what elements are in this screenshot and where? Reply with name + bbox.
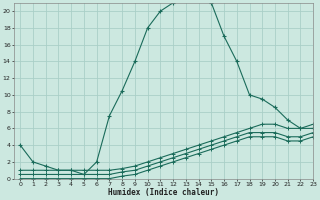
X-axis label: Humidex (Indice chaleur): Humidex (Indice chaleur) [108,188,219,197]
